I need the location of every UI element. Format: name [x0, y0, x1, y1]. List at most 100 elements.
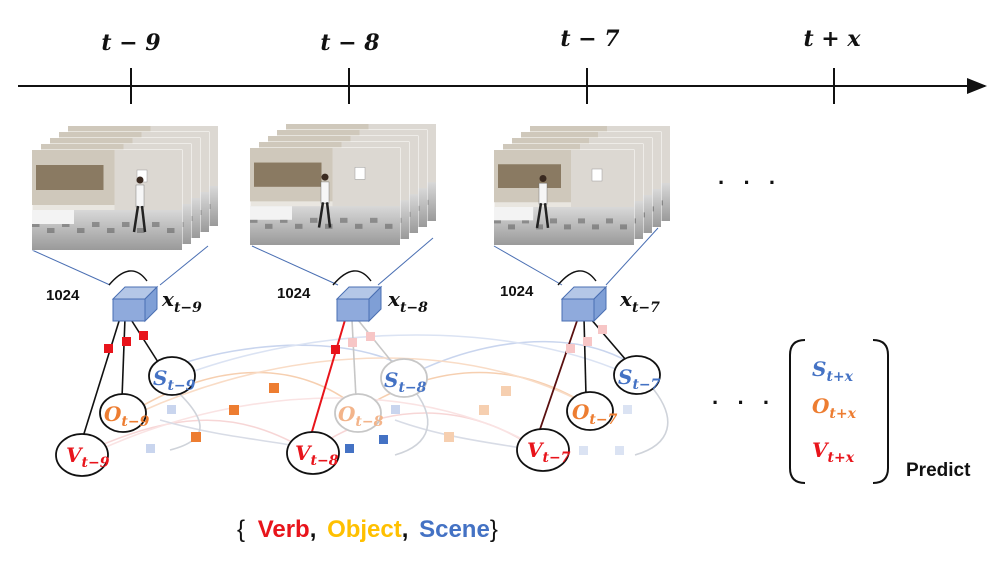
arc-verb-3 — [94, 397, 546, 453]
feature-dimension-label: 1024 — [500, 283, 534, 300]
video-frame — [249, 147, 401, 246]
frame-stack — [493, 125, 671, 286]
attn-square — [122, 337, 131, 346]
graph-t-9 — [55, 317, 196, 477]
legend-comma-1: , — [310, 516, 317, 543]
feature-cube: 1024 xt−7 — [500, 270, 660, 323]
projection-line — [605, 227, 659, 286]
graph-t-7 — [516, 317, 661, 472]
label-verb-t-9: Vt−9 — [66, 443, 110, 471]
label-verb-t-8: Vt−8 — [295, 441, 339, 469]
node-scene-t-7 — [613, 355, 661, 395]
projection-line — [31, 249, 111, 286]
right-bracket — [872, 339, 889, 484]
left-bracket — [789, 339, 806, 484]
legend-close-brace: } — [490, 516, 498, 543]
arc-object-3 — [139, 357, 601, 413]
projection-line — [251, 245, 339, 286]
projection-line — [159, 245, 209, 286]
cube-arc — [108, 270, 148, 286]
time-label-t-7: t − 7 — [560, 26, 620, 52]
attn-square — [583, 337, 592, 346]
frame-stack — [249, 123, 437, 286]
label-verb-t-7: Vt−7 — [527, 438, 571, 466]
arc-scene-3 — [169, 334, 641, 381]
attn-square — [229, 405, 239, 415]
timeline: t − 9 t − 8 t − 7 t + x — [18, 26, 987, 104]
pred-object: Ot+x — [812, 394, 857, 422]
temporal-relation-arcs — [89, 334, 669, 456]
attn-square — [566, 344, 575, 353]
pred-verb: Vt+x — [812, 438, 855, 466]
attn-square — [501, 386, 511, 396]
pred-scene: St+x — [812, 357, 854, 385]
arc-cross-3 — [169, 384, 201, 451]
attn-square — [623, 405, 632, 414]
cube-arc — [557, 270, 597, 286]
label-scene-t-9: St−9 — [153, 366, 196, 394]
video-frame — [493, 149, 635, 246]
edge-x7-o7 — [583, 317, 587, 397]
edge-x8-o8 — [351, 319, 357, 399]
attn-square — [615, 446, 624, 455]
ellipsis-frames: · · · — [718, 170, 782, 195]
attn-square — [579, 446, 588, 455]
time-label-t-9: t − 9 — [101, 30, 160, 56]
cube-arc — [332, 270, 372, 286]
legend: { Verb, Object, Scene} — [237, 516, 498, 543]
prediction-vector: St+x Ot+x Vt+x Predict — [789, 339, 971, 484]
video-frame — [31, 149, 183, 251]
attn-square — [379, 435, 388, 444]
label-scene-t-7: St−7 — [618, 365, 661, 393]
graph-t-8 — [286, 319, 428, 475]
attn-square — [444, 432, 454, 442]
attn-square — [345, 444, 354, 453]
attention-squares — [104, 325, 632, 455]
edge-x7-s7 — [589, 317, 627, 361]
edge-x9-v9 — [81, 317, 121, 441]
attn-square — [146, 444, 155, 453]
feature-vector-label: xt−8 — [387, 287, 428, 316]
legend-verb: Verb — [258, 516, 310, 543]
attn-square — [331, 345, 340, 354]
projection-line — [493, 245, 563, 286]
ellipsis-graph: · · · — [712, 390, 776, 415]
node-verb-t-7 — [516, 428, 570, 472]
label-object-t-9: Ot−9 — [104, 402, 150, 430]
projection-line — [377, 237, 434, 286]
attn-square — [269, 383, 279, 393]
feature-cube: 1024 xt−8 — [277, 270, 428, 323]
node-labels: St−9 Ot−9 Vt−9 St−8 Ot−8 Vt−8 St−7 Ot−7 … — [66, 365, 661, 471]
feature-dimension-label: 1024 — [277, 285, 311, 302]
label-scene-t-8: St−8 — [384, 368, 427, 396]
arc-verb-1 — [89, 419, 311, 453]
attn-square — [598, 325, 607, 334]
attn-square — [191, 432, 201, 442]
predict-label: Predict — [906, 460, 971, 481]
node-scene-t-8 — [380, 358, 428, 398]
attn-square — [366, 332, 375, 341]
arc-cross-4 — [394, 384, 429, 456]
node-object-t-7 — [566, 391, 614, 431]
frame-stack — [31, 125, 219, 286]
label-object-t-8: Ot−8 — [338, 402, 384, 430]
video-frame-stacks — [31, 123, 671, 286]
node-object-t-8 — [334, 393, 382, 433]
legend-comma-2: , — [402, 516, 409, 543]
attn-square — [391, 405, 400, 414]
edge-x7-v7 — [536, 317, 579, 439]
label-object-t-7: Ot−7 — [572, 400, 618, 428]
node-object-t-9 — [99, 393, 147, 433]
node-verb-t-8 — [286, 431, 340, 475]
feature-cubes: 1024 xt−9 1024 xt−8 1024 xt−7 — [46, 270, 660, 323]
node-verb-t-9 — [55, 433, 109, 477]
attn-square — [479, 405, 489, 415]
node-scene-t-9 — [148, 356, 196, 396]
legend-object: Object — [327, 516, 402, 543]
feature-vector-label: xt−7 — [619, 287, 660, 316]
attn-square — [348, 338, 357, 347]
legend-open-brace: { — [237, 516, 245, 543]
feature-vector-label: xt−9 — [161, 287, 202, 316]
attn-square — [139, 331, 148, 340]
